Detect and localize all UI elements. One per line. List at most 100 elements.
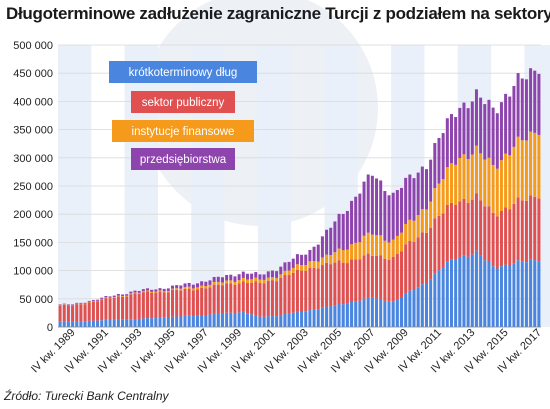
bar-segment — [325, 254, 329, 263]
bar-segment — [71, 305, 75, 322]
bar-segment — [470, 199, 474, 255]
bar-segment — [75, 321, 79, 327]
bar-segment — [337, 260, 341, 304]
bar-segment — [325, 229, 329, 255]
bar-segment — [416, 287, 420, 327]
bar-segment — [208, 280, 212, 285]
bar-segment — [175, 288, 179, 290]
bar-segment — [116, 295, 120, 297]
bar-segment — [125, 296, 129, 320]
legend-swatch — [112, 120, 254, 142]
bar-segment — [395, 253, 399, 300]
bar-segment — [504, 93, 508, 154]
bar-segment — [287, 261, 291, 271]
bar-segment — [204, 286, 208, 289]
bar-segment — [116, 319, 120, 327]
bar-segment — [362, 298, 366, 327]
legend-swatch — [131, 91, 235, 113]
bar-segment — [383, 258, 387, 301]
bar-segment — [379, 298, 383, 327]
bar-segment — [395, 190, 399, 236]
bar-segment — [200, 285, 204, 288]
bar-segment — [483, 260, 487, 327]
bar-segment — [499, 266, 503, 327]
bar-segment — [154, 318, 158, 327]
bar-segment — [75, 303, 79, 305]
bar-segment — [416, 172, 420, 216]
bar-segment — [212, 281, 216, 285]
bar-segment — [283, 270, 287, 276]
bar-segment — [158, 291, 162, 318]
bar-segment — [495, 113, 499, 169]
bar-segment — [146, 288, 150, 291]
bar-segment — [245, 313, 249, 327]
bar-segment — [254, 272, 258, 278]
bar-segment — [429, 201, 433, 228]
bar-segment — [121, 319, 125, 327]
bar-segment — [329, 306, 333, 327]
bar-segment — [204, 288, 208, 316]
bar-segment — [83, 302, 87, 304]
bar-segment — [516, 197, 520, 261]
bar-segment — [537, 73, 541, 135]
bar-segment — [212, 284, 216, 314]
bar-segment — [420, 284, 424, 327]
legend-label: sektor publiczny — [142, 97, 225, 109]
bar-segment — [495, 268, 499, 327]
bar-segment — [458, 157, 462, 202]
bar-segment — [158, 317, 162, 327]
bar-segment — [424, 169, 428, 210]
bar-segment — [445, 167, 449, 205]
bar-segment — [337, 248, 341, 261]
bar-segment — [258, 279, 262, 283]
bar-segment — [275, 277, 279, 282]
bar-segment — [387, 301, 391, 327]
bar-segment — [229, 283, 233, 313]
bar-segment — [250, 273, 254, 280]
bar-segment — [537, 261, 541, 327]
bar-segment — [75, 302, 79, 304]
bar-segment — [320, 265, 324, 308]
bar-segment — [162, 291, 166, 293]
bar-segment — [466, 108, 470, 160]
bar-segment — [462, 102, 466, 155]
legend-swatch — [109, 61, 257, 83]
bar-segment — [208, 314, 212, 327]
bar-segment — [404, 223, 408, 245]
bar-segment — [499, 102, 503, 161]
bar-segment — [441, 267, 445, 327]
bar-segment — [220, 282, 224, 286]
bar-segment — [474, 193, 478, 251]
bar-segment — [166, 288, 170, 291]
bar-segment — [270, 316, 274, 327]
bar-segment — [200, 281, 204, 286]
bar-segment — [408, 290, 412, 327]
bar-segment — [304, 270, 308, 312]
bar-segment — [379, 180, 383, 236]
bar-segment — [454, 164, 458, 205]
bar-segment — [341, 304, 345, 327]
bar-segment — [400, 187, 404, 233]
bar-segment — [400, 296, 404, 327]
bar-segment — [291, 272, 295, 313]
bar-segment — [412, 220, 416, 242]
bar-segment — [150, 291, 154, 293]
bar-segment — [262, 274, 266, 280]
bar-segment — [449, 114, 453, 164]
y-tick-label: 400 000 — [13, 96, 53, 108]
bar-segment — [341, 250, 345, 263]
bar-segment — [87, 301, 91, 303]
bar-segment — [233, 281, 237, 285]
bar-segment — [225, 274, 229, 281]
bar-segment — [300, 311, 304, 327]
bar-segment — [329, 255, 333, 265]
bar-segment — [295, 269, 299, 312]
bar-segment — [512, 85, 516, 147]
bar-segment — [291, 312, 295, 327]
bar-segment — [216, 284, 220, 314]
legend-item: instytucje finansowe — [112, 120, 254, 142]
bar-segment — [270, 277, 274, 281]
bar-segment — [91, 300, 95, 302]
bar-segment — [441, 179, 445, 214]
bar-segment — [491, 107, 495, 165]
